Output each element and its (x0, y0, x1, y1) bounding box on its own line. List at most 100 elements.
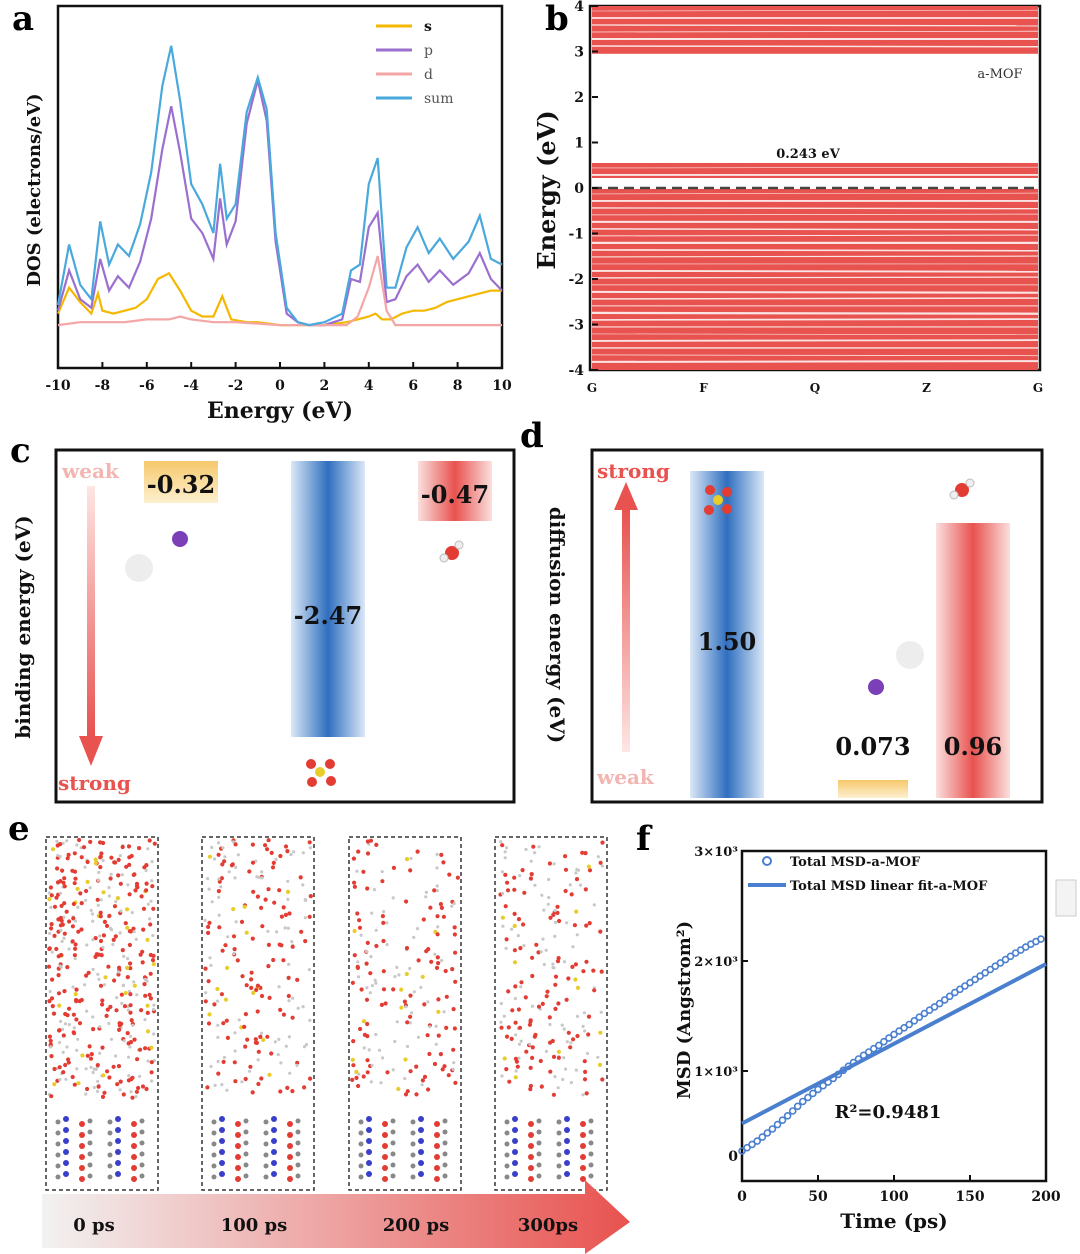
mof-atom (382, 1154, 388, 1160)
md-atom (503, 856, 507, 860)
md-atom (141, 927, 146, 932)
mof-atom (55, 1130, 61, 1136)
md-atom (240, 1080, 244, 1084)
mof-atom (219, 1127, 225, 1133)
dos-line-p (56, 80, 503, 327)
md-atom (107, 894, 111, 898)
md-atom (521, 922, 526, 927)
md-atom (49, 1045, 53, 1049)
md-atom (574, 877, 580, 882)
mof-atom (131, 1165, 137, 1171)
md-atom (116, 857, 121, 863)
md-atom (85, 1009, 89, 1013)
md-atom (274, 857, 278, 862)
mof-atom (512, 1116, 518, 1122)
panel-d-sulfate-icon (704, 485, 732, 515)
md-atom (518, 946, 523, 951)
md-atom (117, 970, 121, 974)
md-atom (98, 840, 103, 845)
md-atom (509, 1036, 514, 1041)
md-atom (225, 1035, 230, 1040)
md-atom (106, 964, 111, 969)
md-atom (216, 1023, 220, 1027)
panel-a-xtick-label: -8 (95, 378, 111, 394)
md-atom (564, 1067, 568, 1071)
md-atom (95, 1063, 100, 1068)
md-atom (290, 944, 295, 949)
panel-d-bar-1 (690, 471, 764, 798)
md-atom (209, 963, 213, 968)
md-atom (51, 1011, 57, 1016)
md-atom (513, 1075, 518, 1080)
panel-a-xtick-label: 10 (492, 378, 512, 394)
md-atom (71, 985, 75, 989)
md-atom (97, 977, 101, 981)
md-atom (65, 839, 69, 843)
msd-point (956, 985, 964, 994)
mof-atom (512, 1149, 518, 1155)
md-atom (146, 847, 150, 851)
md-atom (308, 1018, 312, 1023)
md-atom (435, 955, 440, 960)
mof-atom (366, 1138, 372, 1144)
md-atom (600, 864, 604, 868)
md-atom (291, 996, 295, 1000)
panel-f-ytick-label: 3×10³ (694, 845, 738, 860)
md-atom (452, 901, 456, 906)
panel-c-value-3: -0.47 (421, 480, 489, 509)
msd-point (748, 1140, 756, 1149)
mof-atom (115, 1116, 121, 1122)
mof-atom (115, 1160, 121, 1166)
md-atom (76, 929, 81, 934)
md-atom (276, 1053, 280, 1057)
md-atom (111, 937, 116, 943)
md-atom (587, 868, 593, 873)
md-atom (129, 1034, 133, 1038)
md-atom (250, 860, 256, 865)
md-atom (569, 1041, 573, 1045)
md-atom (203, 918, 207, 922)
mof-atom (79, 1154, 85, 1160)
md-atom (510, 1008, 515, 1013)
md-atom (283, 912, 288, 918)
md-atom (592, 903, 596, 907)
md-atom (132, 872, 137, 877)
md-atom (127, 862, 132, 868)
panel-c-weak-label: weak (61, 459, 120, 483)
md-atom (419, 985, 423, 990)
md-atom (414, 1092, 419, 1097)
md-atom (119, 992, 124, 997)
mof-atom (107, 1163, 113, 1169)
md-atom (591, 968, 596, 973)
md-atom (364, 949, 369, 954)
md-atom (137, 846, 142, 851)
md-atom (587, 921, 592, 926)
md-atom (529, 859, 533, 863)
msd-point (814, 1085, 822, 1094)
md-atom (59, 903, 64, 909)
panel-a-xtick-label: 2 (320, 378, 330, 394)
md-atom (583, 887, 588, 892)
md-atom (77, 837, 82, 843)
panel-c-ylabel: binding energy (eV) (11, 515, 35, 738)
md-atom (129, 1077, 134, 1082)
md-atom (357, 918, 362, 923)
md-atom (150, 860, 154, 864)
md-atom (92, 1085, 96, 1090)
md-atom (250, 1090, 255, 1095)
md-atom (436, 997, 441, 1002)
panel-b-ytick-label: 0 (574, 181, 584, 197)
md-atom (512, 960, 518, 965)
md-atom (254, 987, 259, 993)
mof-atom (382, 1143, 388, 1149)
mof-atom (107, 1141, 113, 1147)
md-atom (259, 1031, 264, 1035)
md-atom (547, 861, 553, 866)
md-atom (538, 1058, 543, 1064)
md-atom (66, 852, 71, 858)
md-atom (152, 1003, 156, 1007)
mof-atom (528, 1154, 534, 1160)
md-atom (79, 901, 84, 906)
md-atom (152, 1032, 156, 1036)
